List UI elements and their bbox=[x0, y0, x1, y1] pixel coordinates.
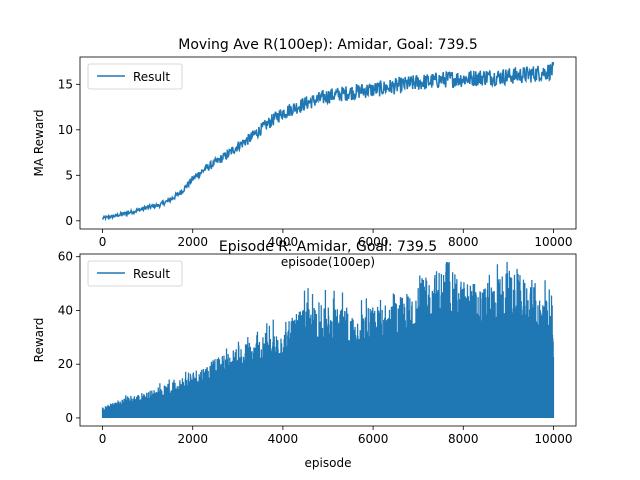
y-tick-label: 40 bbox=[58, 303, 73, 317]
legend: Result bbox=[87, 260, 183, 287]
legend-entry: Result bbox=[133, 267, 170, 281]
chart-title: Episode R: Amidar, Goal: 739.5 bbox=[219, 239, 437, 255]
chart-title: Moving Ave R(100ep): Amidar, Goal: 739.5 bbox=[178, 37, 478, 53]
plot-area bbox=[101, 262, 555, 418]
y-tick-label: 60 bbox=[58, 250, 73, 264]
y-axis-label: MA Reward bbox=[32, 109, 46, 176]
x-tick-label: 6000 bbox=[358, 235, 389, 249]
y-tick-label: 10 bbox=[58, 123, 73, 137]
x-tick-label: 2000 bbox=[177, 235, 208, 249]
x-axis: 0 2000 4000 6000 8000 10000 bbox=[99, 426, 573, 446]
axes-frame bbox=[79, 56, 577, 230]
x-tick-label: 0 bbox=[99, 235, 107, 249]
series-line bbox=[101, 61, 555, 222]
x-axis: 0 2000 4000 6000 8000 10000 bbox=[99, 229, 573, 249]
x-axis-label: episode(100ep) bbox=[281, 255, 375, 269]
y-axis-label: Reward bbox=[32, 318, 46, 363]
x-tick-label: 0 bbox=[99, 432, 107, 446]
x-tick-label: 4000 bbox=[268, 235, 299, 249]
x-tick-label: 6000 bbox=[358, 432, 389, 446]
legend-box bbox=[87, 260, 183, 287]
y-tick-label: 0 bbox=[65, 214, 73, 228]
series-area bbox=[102, 307, 554, 418]
x-tick-label: 8000 bbox=[448, 432, 479, 446]
x-tick-label: 8000 bbox=[448, 235, 479, 249]
x-tick-label: 2000 bbox=[177, 432, 208, 446]
axes-frame bbox=[79, 253, 577, 427]
chart-episode-reward: 0 2000 4000 6000 8000 10000 0 20 40 60 episode R… bbox=[32, 239, 577, 470]
legend-entry: Result bbox=[133, 70, 170, 84]
x-tick-label: 4000 bbox=[268, 432, 299, 446]
y-tick-label: 0 bbox=[65, 411, 73, 425]
y-axis: 0 20 40 60 bbox=[58, 250, 80, 425]
x-tick-label: 10000 bbox=[534, 432, 572, 446]
y-tick-label: 5 bbox=[65, 168, 73, 182]
x-axis-label: episode bbox=[305, 456, 352, 470]
x-tick-label: 10000 bbox=[534, 235, 572, 249]
plot-area bbox=[101, 61, 555, 222]
y-axis: 0 5 10 15 bbox=[58, 77, 80, 228]
y-tick-label: 20 bbox=[58, 357, 73, 371]
y-tick-label: 15 bbox=[58, 77, 73, 91]
chart-moving-average: Moving Ave R(100ep): Amidar, Goal: 739.5… bbox=[32, 37, 577, 269]
legend: Result bbox=[87, 63, 183, 90]
legend-box bbox=[87, 63, 183, 90]
